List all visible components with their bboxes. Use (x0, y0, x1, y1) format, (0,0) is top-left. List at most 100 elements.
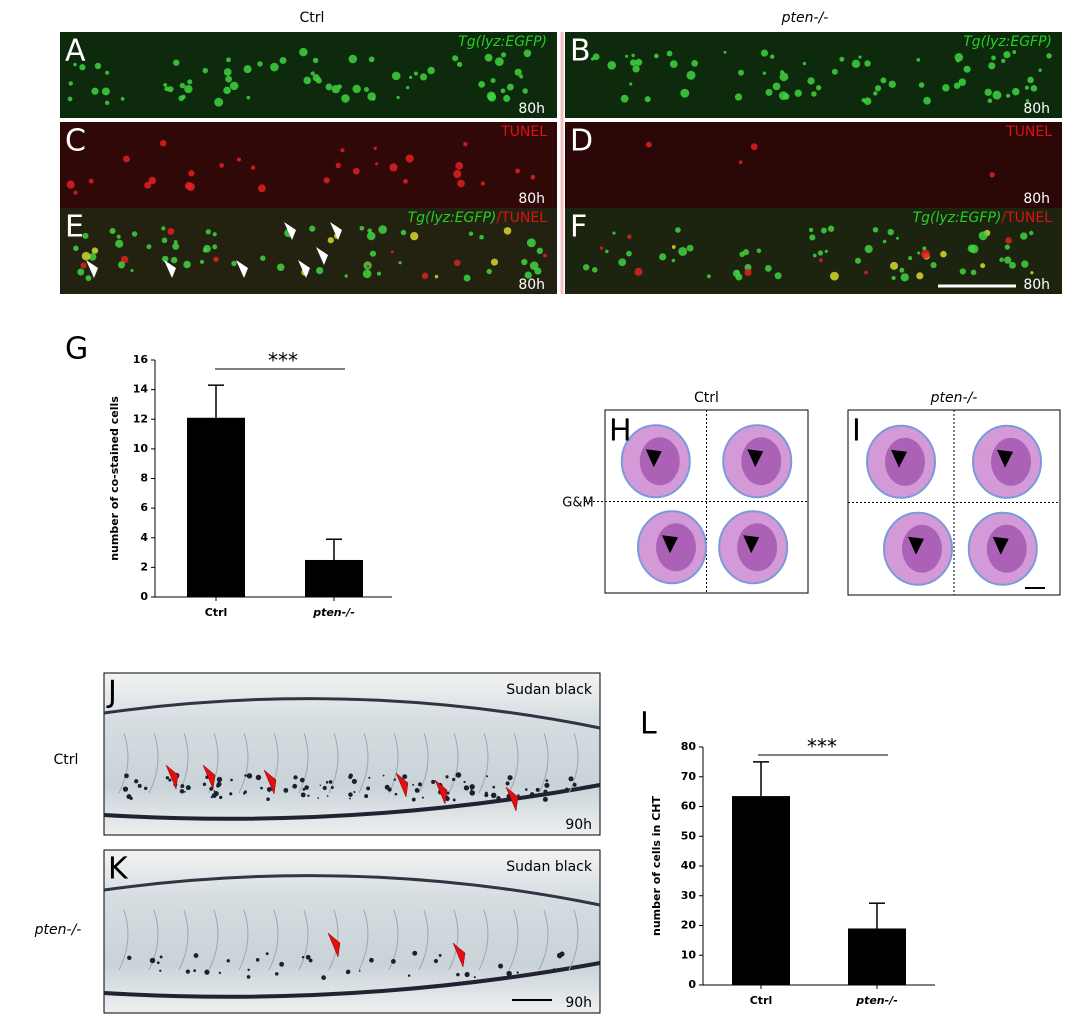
stain (565, 787, 569, 791)
stain (496, 796, 501, 801)
cell-dot (669, 60, 678, 69)
cell-dot (864, 270, 868, 275)
stain (384, 784, 390, 790)
panel-title: Ctrl (694, 390, 719, 406)
somite (328, 909, 339, 971)
micrograph (565, 32, 1062, 118)
cell-dot (73, 245, 79, 251)
somite (508, 732, 519, 794)
cell-dot (627, 234, 632, 239)
cell-dot (618, 258, 627, 267)
cell-dot (427, 66, 435, 75)
cell-dot (827, 225, 835, 232)
arrowhead (891, 449, 907, 468)
cell-dot (391, 71, 401, 81)
cell-dot (161, 237, 168, 244)
cell-dot (327, 237, 334, 244)
cell-dot (188, 170, 195, 177)
cell-dot (104, 100, 110, 105)
stain (348, 792, 353, 797)
cell-dot (890, 261, 899, 270)
stain (137, 783, 142, 788)
cell-dot (1004, 244, 1010, 250)
stain (463, 780, 466, 784)
cell-dot (963, 65, 971, 73)
cell-dot (864, 60, 871, 67)
stain (179, 789, 185, 794)
stain (307, 794, 310, 797)
cell-dot (396, 95, 400, 100)
cell-dot (1003, 51, 1011, 59)
cell-dot (484, 53, 493, 62)
stain (353, 790, 356, 794)
stain (421, 796, 424, 799)
stain (274, 972, 279, 976)
cell-dot (779, 70, 785, 75)
cell-dot (680, 88, 690, 98)
cell-dot (654, 53, 659, 59)
time-label: 90h (565, 817, 592, 833)
cell-dot (270, 62, 279, 72)
cell-dot (303, 76, 312, 85)
somite (178, 909, 189, 971)
stain (165, 776, 170, 780)
time-label: 90h (565, 995, 592, 1011)
label-part: Tg(lyz:EGFP) (963, 34, 1052, 50)
time-label: 80h (1023, 101, 1050, 117)
stain (305, 954, 311, 960)
panel-label: Tg(lyz:EGFP)/TUNEL (408, 210, 548, 226)
stain (159, 969, 162, 972)
cell-dot (744, 268, 752, 277)
panel-label: Sudan black (506, 859, 593, 875)
cell-dot (88, 178, 94, 184)
stain (193, 953, 199, 958)
y-tick-label: 10 (133, 442, 149, 455)
somite (478, 909, 489, 971)
cell-dot (202, 67, 209, 74)
cell-dot (73, 190, 78, 195)
panel-label: Tg(lyz:EGFP) (458, 34, 547, 50)
cell-dot (452, 55, 459, 62)
stain (229, 792, 233, 796)
stain (255, 958, 260, 962)
stain (445, 775, 449, 779)
cell-dot (1030, 84, 1038, 92)
arrowhead (263, 769, 277, 795)
panel-letter: A (65, 34, 86, 69)
cell-dot (942, 84, 950, 92)
label-part: TUNEL (1005, 124, 1052, 140)
arrowhead (452, 942, 466, 968)
stain (411, 797, 416, 802)
stain (283, 787, 289, 793)
stain (463, 785, 470, 791)
stain (393, 778, 397, 781)
cell-dot (179, 82, 186, 89)
panel-label: Tg(lyz:EGFP) (963, 34, 1052, 50)
cell-dot (811, 91, 817, 97)
somite (448, 732, 459, 794)
y-tick-label: 60 (681, 800, 697, 813)
cell-dot (212, 244, 218, 250)
axis-title: number of co-stained cells (108, 396, 121, 561)
cell-dot (457, 179, 465, 188)
cell-dot (706, 274, 711, 279)
cell-dot (772, 82, 781, 91)
cell-dot (765, 88, 773, 96)
cell-dot (620, 94, 629, 103)
stain (412, 783, 415, 786)
cell-dot (341, 94, 350, 103)
cell-dot (756, 248, 762, 254)
cell-dot (1038, 68, 1042, 72)
x-tick-label: pten-/- (312, 606, 355, 619)
arrowhead (86, 260, 98, 278)
nucleus (639, 437, 680, 486)
arrowhead (236, 260, 248, 278)
cell-dot (815, 85, 822, 91)
somite (208, 909, 219, 971)
axis-title: number of cells in CHT (650, 796, 663, 936)
cell-dot (116, 234, 121, 239)
cell-dot (323, 177, 330, 184)
stain (469, 790, 476, 796)
cell-dot (738, 160, 743, 165)
stain (452, 798, 456, 802)
